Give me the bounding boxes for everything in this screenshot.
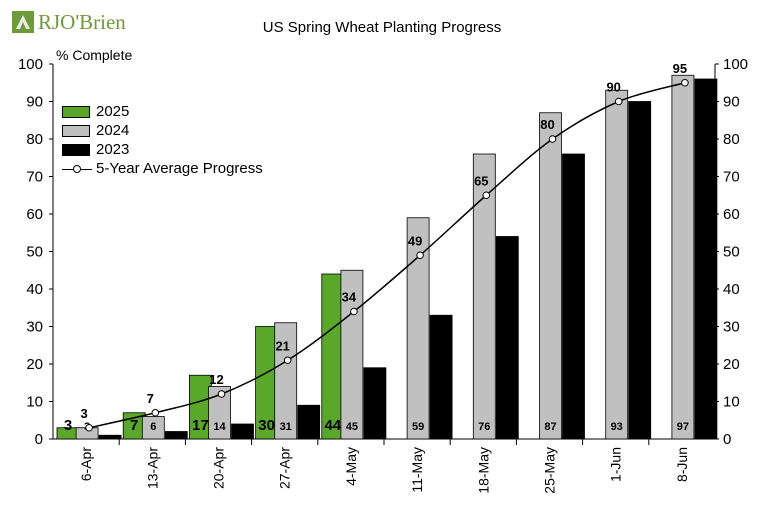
legend-label-5yr-average: 5-Year Average Progress: [96, 160, 263, 177]
line-label-5yr-average-27-Apr: 21: [275, 338, 289, 353]
y-tick-label-left: 100: [18, 56, 43, 73]
legend-swatch-2025: [62, 106, 90, 118]
y-tick-label-left: 90: [26, 94, 43, 111]
legend-swatch-2023: [62, 144, 90, 156]
x-tick-label: 27-Apr: [277, 447, 293, 489]
bar-2023-18-May: [495, 236, 519, 440]
legend-marker-icon: [73, 165, 81, 173]
y-tick-label-right: 30: [723, 319, 740, 336]
bar-2024-13-Apr: [141, 416, 165, 440]
bar-label-2025-4-May: 44: [324, 417, 341, 434]
bar-2023-13-Apr: [164, 431, 188, 440]
x-tick-label: 13-Apr: [144, 447, 160, 489]
point-5yr-average-27-Apr: [283, 356, 292, 365]
bar-2024-11-May: [406, 217, 430, 440]
y-tick-label-left: 0: [35, 431, 43, 448]
y-tick-label-right: 50: [723, 244, 740, 261]
legend-label-2024: 2024: [96, 122, 130, 139]
line-label-5yr-average-6-Apr: 3: [80, 406, 87, 421]
line-label-5yr-average-1-Jun: 90: [606, 80, 620, 95]
chart-title: US Spring Wheat Planting Progress: [262, 19, 502, 36]
bar-label-2024-4-May: 45: [346, 421, 358, 433]
y-tick-label-right: 80: [723, 131, 740, 148]
y-tick-label-left: 30: [26, 319, 43, 336]
bar-2023-11-May: [429, 314, 453, 440]
bar-2024-27-Apr: [274, 322, 298, 440]
line-label-5yr-average-4-May: 34: [342, 290, 357, 305]
point-5yr-average-20-Apr: [217, 390, 226, 398]
bar-2023-4-May: [363, 367, 387, 440]
point-5yr-average-11-May: [416, 251, 424, 260]
y-tick-label-left: 70: [26, 169, 43, 186]
logo-text: RJO'Brien: [38, 10, 126, 34]
point-5yr-average-6-Apr: [85, 423, 93, 432]
y-tick-label-left: 80: [26, 131, 43, 148]
legend-label-2023: 2023: [96, 141, 130, 158]
bar-2023-25-May: [562, 153, 585, 440]
y-tick-label-right: 10: [723, 394, 740, 411]
x-tick-label: 25-May: [542, 447, 558, 494]
bar-2023-6-Apr: [98, 434, 122, 440]
bar-label-2025-20-Apr: 17: [192, 417, 209, 434]
logo-mark-icon: [12, 11, 34, 33]
bar-2024-18-May: [472, 153, 496, 440]
y-tick-label-right: 20: [723, 356, 740, 373]
y-tick-label-right: 0: [723, 431, 731, 448]
legend-label-2025: 2025: [96, 103, 130, 120]
y-tick-label-left: 40: [26, 281, 43, 298]
point-5yr-average-25-May: [548, 135, 557, 143]
x-tick-label: 4-May: [343, 447, 359, 486]
bar-label-2025-6-Apr: 3: [64, 417, 72, 434]
point-5yr-average-13-Apr: [151, 408, 160, 417]
x-tick-label: 18-May: [475, 447, 491, 494]
legend-swatch-2024: [62, 125, 90, 137]
line-label-5yr-average-11-May: 49: [408, 233, 422, 248]
y-tick-label-left: 50: [26, 244, 43, 261]
bar-2023-20-Apr: [231, 423, 254, 440]
line-label-5yr-average-18-May: 65: [474, 173, 488, 188]
x-tick-label: 11-May: [409, 447, 425, 493]
bar-2024-1-Jun: [605, 89, 629, 440]
bar-label-2025-13-Apr: 7: [130, 417, 138, 434]
bar-label-2024-25-May: 87: [544, 421, 556, 433]
x-tick-label: 20-Apr: [211, 447, 227, 489]
line-label-5yr-average-13-Apr: 7: [147, 391, 154, 406]
y-tick-label-left: 60: [26, 206, 43, 223]
brand-logo: RJO'Brien: [12, 9, 132, 35]
bar-2024-20-Apr: [208, 386, 231, 440]
y-tick-label-right: 70: [723, 169, 740, 186]
line-label-5yr-average-20-Apr: 12: [209, 372, 223, 387]
bar-2023-27-Apr: [297, 404, 321, 440]
bar-label-2024-13-Apr: 6: [150, 421, 156, 433]
bar-label-2025-27-Apr: 30: [258, 417, 275, 434]
point-5yr-average-18-May: [482, 191, 491, 200]
bar-2024-8-Jun: [671, 74, 695, 440]
point-5yr-average-4-May: [350, 307, 358, 316]
line-5yr-average: [88, 82, 686, 429]
bar-2023-1-Jun: [628, 101, 652, 440]
y-tick-label-left: 20: [26, 356, 43, 373]
line-label-5yr-average-8-Jun: 95: [673, 61, 687, 76]
bar-2024-25-May: [539, 112, 562, 440]
bar-2023-8-Jun: [694, 78, 718, 440]
y-tick-label-right: 40: [723, 281, 740, 298]
y-tick-label-right: 100: [723, 56, 748, 73]
point-5yr-average-8-Jun: [681, 78, 689, 87]
x-tick-label: 8-Jun: [674, 447, 690, 482]
bar-label-2024-11-May: 59: [412, 421, 424, 433]
bar-label-2024-27-Apr: 31: [280, 421, 292, 433]
bar-label-2024-18-May: 76: [478, 421, 490, 433]
y-axis-label: % Complete: [56, 47, 133, 63]
bar-label-2024-20-Apr: 14: [213, 421, 226, 433]
point-5yr-average-1-Jun: [614, 97, 623, 106]
y-tick-label-left: 10: [26, 394, 43, 411]
x-tick-label: 6-Apr: [78, 447, 94, 482]
bar-label-2024-8-Jun: 97: [677, 421, 689, 433]
y-tick-label-right: 90: [723, 94, 740, 111]
line-label-5yr-average-25-May: 80: [540, 117, 554, 132]
y-tick-label-right: 60: [723, 206, 740, 223]
x-tick-label: 1-Jun: [608, 447, 624, 482]
bar-label-2024-1-Jun: 93: [611, 421, 623, 433]
